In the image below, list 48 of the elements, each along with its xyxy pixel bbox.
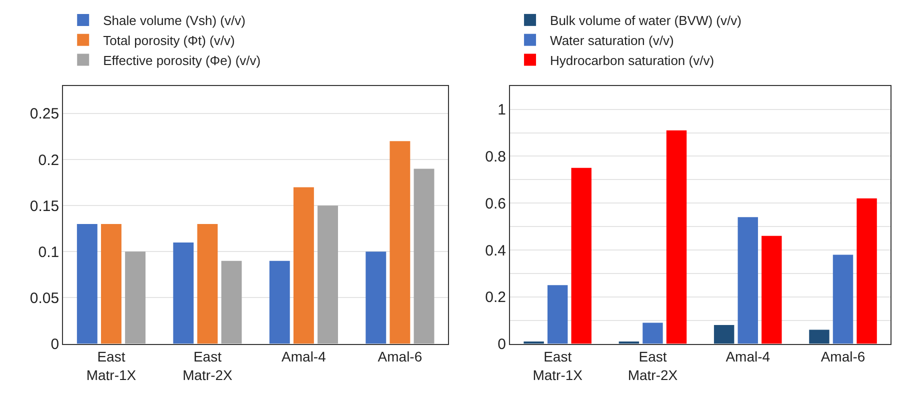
x-tick-label: Amal-6 xyxy=(820,348,866,365)
x-tick-label: Amal-4 xyxy=(282,348,326,365)
bar xyxy=(762,236,782,344)
y-tick-label: 0.8 xyxy=(485,148,506,166)
bar xyxy=(76,224,98,344)
bar xyxy=(856,198,877,344)
bar xyxy=(571,168,592,344)
bar xyxy=(293,187,314,344)
legend-label: Shale volume (Vsh) (v/v) xyxy=(103,13,246,28)
bar xyxy=(642,322,663,344)
bar xyxy=(809,330,830,344)
bar xyxy=(125,252,146,344)
bar xyxy=(714,325,734,344)
bar xyxy=(832,254,854,344)
y-tick-label: 0.2 xyxy=(485,289,506,306)
bar xyxy=(269,260,290,344)
legend-label: Total porosity (Φt) (v/v) xyxy=(103,32,235,48)
y-tick-label: 0.25 xyxy=(30,106,60,123)
y-tick-label: 0 xyxy=(50,336,60,354)
y-tick-label: 0.4 xyxy=(485,242,506,260)
bar xyxy=(547,285,568,344)
bar xyxy=(738,217,758,344)
x-tick-label: Amal-6 xyxy=(378,348,422,365)
legend-label: Bulk volume of water (BVW) (v/v) xyxy=(550,13,742,28)
bar xyxy=(173,242,194,344)
x-tick-label: East Matr-1X xyxy=(532,348,584,383)
bar xyxy=(366,252,386,344)
y-tick-label: 0.15 xyxy=(30,198,60,215)
y-tick-label: 0.1 xyxy=(38,244,60,261)
legend-label: Hydrocarbon saturation (v/v) xyxy=(550,52,714,68)
bar xyxy=(666,130,687,344)
legend-label: Water saturation (v/v) xyxy=(550,32,674,48)
x-tick-label: East Matr-2X xyxy=(182,348,234,383)
bar xyxy=(221,260,242,344)
y-tick-label: 0 xyxy=(498,336,506,354)
bar xyxy=(101,224,122,344)
x-tick-label: Amal-4 xyxy=(726,348,770,365)
y-tick-label: 0.6 xyxy=(485,195,506,212)
legend-label: Effective porosity (Φe) (v/v) xyxy=(103,52,261,68)
y-tick-label: 0.2 xyxy=(38,152,60,169)
x-tick-label: East Matr-1X xyxy=(86,348,137,383)
y-tick-label: 0.05 xyxy=(30,290,60,307)
bar xyxy=(390,141,410,344)
bar xyxy=(318,206,338,344)
y-tick-label: 1 xyxy=(498,102,506,119)
bar xyxy=(197,224,218,344)
x-tick-label: East Matr-2X xyxy=(628,348,678,383)
bar xyxy=(414,168,434,344)
